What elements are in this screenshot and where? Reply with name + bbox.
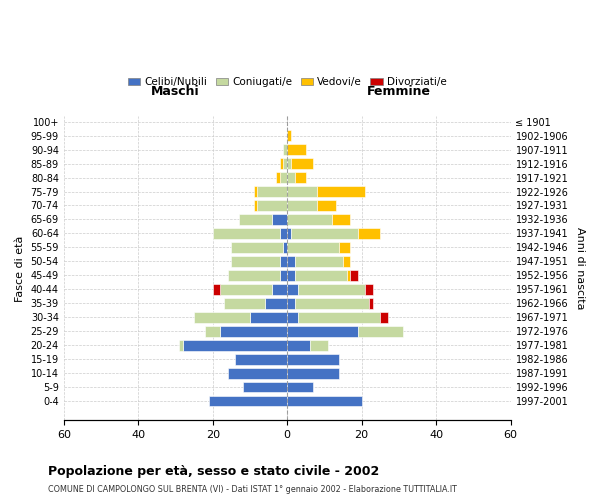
Bar [287,200,317,211]
Bar [232,242,283,253]
Bar [280,158,283,169]
Bar [250,312,287,322]
Bar [287,396,362,406]
Bar [257,200,287,211]
Bar [287,270,295,281]
Bar [287,368,340,378]
Bar [257,186,287,197]
Bar [235,354,287,364]
Bar [272,214,287,225]
Bar [224,298,265,308]
Text: COMUNE DI CAMPOLONGO SUL BRENTA (VI) - Dati ISTAT 1° gennaio 2002 - Elaborazione: COMUNE DI CAMPOLONGO SUL BRENTA (VI) - D… [48,485,457,494]
Bar [287,158,291,169]
Bar [295,256,343,267]
Bar [287,298,295,308]
Bar [287,326,358,336]
Bar [242,382,287,392]
Bar [340,242,350,253]
Bar [317,186,365,197]
Bar [227,368,287,378]
Bar [295,172,306,183]
Bar [365,284,373,294]
Bar [287,382,313,392]
Bar [287,186,317,197]
Y-axis label: Anni di nascita: Anni di nascita [575,227,585,310]
Bar [280,256,287,267]
Bar [287,284,298,294]
Bar [347,270,350,281]
Bar [287,354,340,364]
Bar [283,158,287,169]
Bar [194,312,250,322]
Text: Popolazione per età, sesso e stato civile - 2002: Popolazione per età, sesso e stato civil… [48,465,379,478]
Bar [369,298,373,308]
Bar [287,256,295,267]
Bar [213,284,220,294]
Bar [179,340,183,350]
Bar [220,326,287,336]
Bar [358,228,380,239]
Bar [291,228,358,239]
Bar [380,312,388,322]
Bar [283,242,287,253]
Bar [220,284,272,294]
Bar [343,256,350,267]
Bar [287,130,291,141]
Bar [287,172,295,183]
Bar [276,172,280,183]
Bar [213,228,280,239]
Bar [283,144,287,155]
Bar [298,312,380,322]
Bar [254,186,257,197]
Text: Maschi: Maschi [151,85,200,98]
Bar [280,270,287,281]
Bar [295,270,347,281]
Bar [332,214,350,225]
Bar [265,298,287,308]
Bar [295,298,369,308]
Bar [350,270,358,281]
Bar [183,340,287,350]
Bar [272,284,287,294]
Text: Femmine: Femmine [367,85,431,98]
Bar [254,200,257,211]
Bar [239,214,272,225]
Bar [310,340,328,350]
Bar [317,200,335,211]
Bar [287,144,306,155]
Bar [287,242,340,253]
Bar [232,256,280,267]
Bar [287,312,298,322]
Bar [280,228,287,239]
Legend: Celibi/Nubili, Coniugati/e, Vedovi/e, Divorziati/e: Celibi/Nubili, Coniugati/e, Vedovi/e, Di… [124,73,451,92]
Bar [287,214,332,225]
Bar [287,340,310,350]
Bar [209,396,287,406]
Bar [280,172,287,183]
Bar [358,326,403,336]
Bar [291,158,313,169]
Bar [227,270,280,281]
Bar [298,284,365,294]
Y-axis label: Fasce di età: Fasce di età [15,235,25,302]
Bar [205,326,220,336]
Bar [287,228,291,239]
